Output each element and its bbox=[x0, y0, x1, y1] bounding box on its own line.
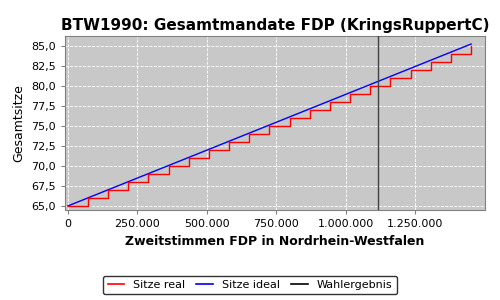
Title: BTW1990: Gesamtmandate FDP (KringsRuppertC): BTW1990: Gesamtmandate FDP (KringsRupper… bbox=[61, 18, 489, 33]
Y-axis label: Gesamtsitze: Gesamtsitze bbox=[12, 84, 26, 162]
Legend: Sitze real, Sitze ideal, Wahlergebnis: Sitze real, Sitze ideal, Wahlergebnis bbox=[103, 276, 397, 294]
X-axis label: Zweitstimmen FDP in Nordrhein-Westfalen: Zweitstimmen FDP in Nordrhein-Westfalen bbox=[126, 235, 424, 248]
